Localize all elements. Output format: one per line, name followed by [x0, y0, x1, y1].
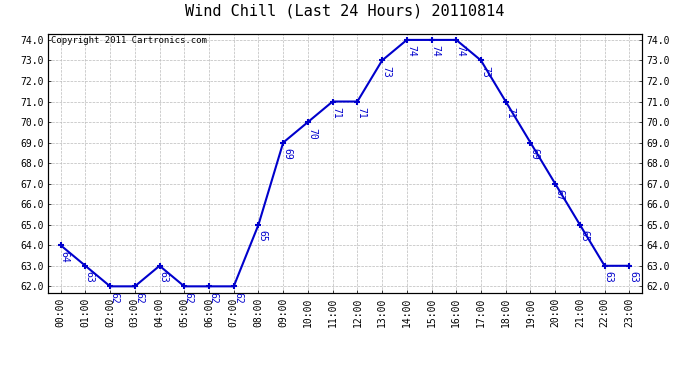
Text: 65: 65: [579, 230, 589, 242]
Text: 71: 71: [332, 107, 342, 119]
Text: 71: 71: [357, 107, 366, 119]
Text: 74: 74: [431, 45, 441, 57]
Text: Wind Chill (Last 24 Hours) 20110814: Wind Chill (Last 24 Hours) 20110814: [186, 4, 504, 19]
Text: 74: 74: [455, 45, 466, 57]
Text: 73: 73: [480, 66, 490, 78]
Text: 62: 62: [184, 292, 193, 304]
Text: 63: 63: [85, 272, 95, 283]
Text: 63: 63: [159, 272, 169, 283]
Text: 62: 62: [233, 292, 243, 304]
Text: 65: 65: [257, 230, 268, 242]
Text: 62: 62: [208, 292, 218, 304]
Text: 70: 70: [307, 128, 317, 140]
Text: 64: 64: [60, 251, 70, 262]
Text: 69: 69: [282, 148, 293, 160]
Text: 67: 67: [554, 189, 564, 201]
Text: 71: 71: [505, 107, 515, 119]
Text: 73: 73: [382, 66, 391, 78]
Text: 69: 69: [530, 148, 540, 160]
Text: 62: 62: [134, 292, 144, 304]
Text: Copyright 2011 Cartronics.com: Copyright 2011 Cartronics.com: [51, 36, 207, 45]
Text: 62: 62: [109, 292, 119, 304]
Text: 63: 63: [629, 272, 638, 283]
Text: 74: 74: [406, 45, 416, 57]
Text: 63: 63: [604, 272, 614, 283]
